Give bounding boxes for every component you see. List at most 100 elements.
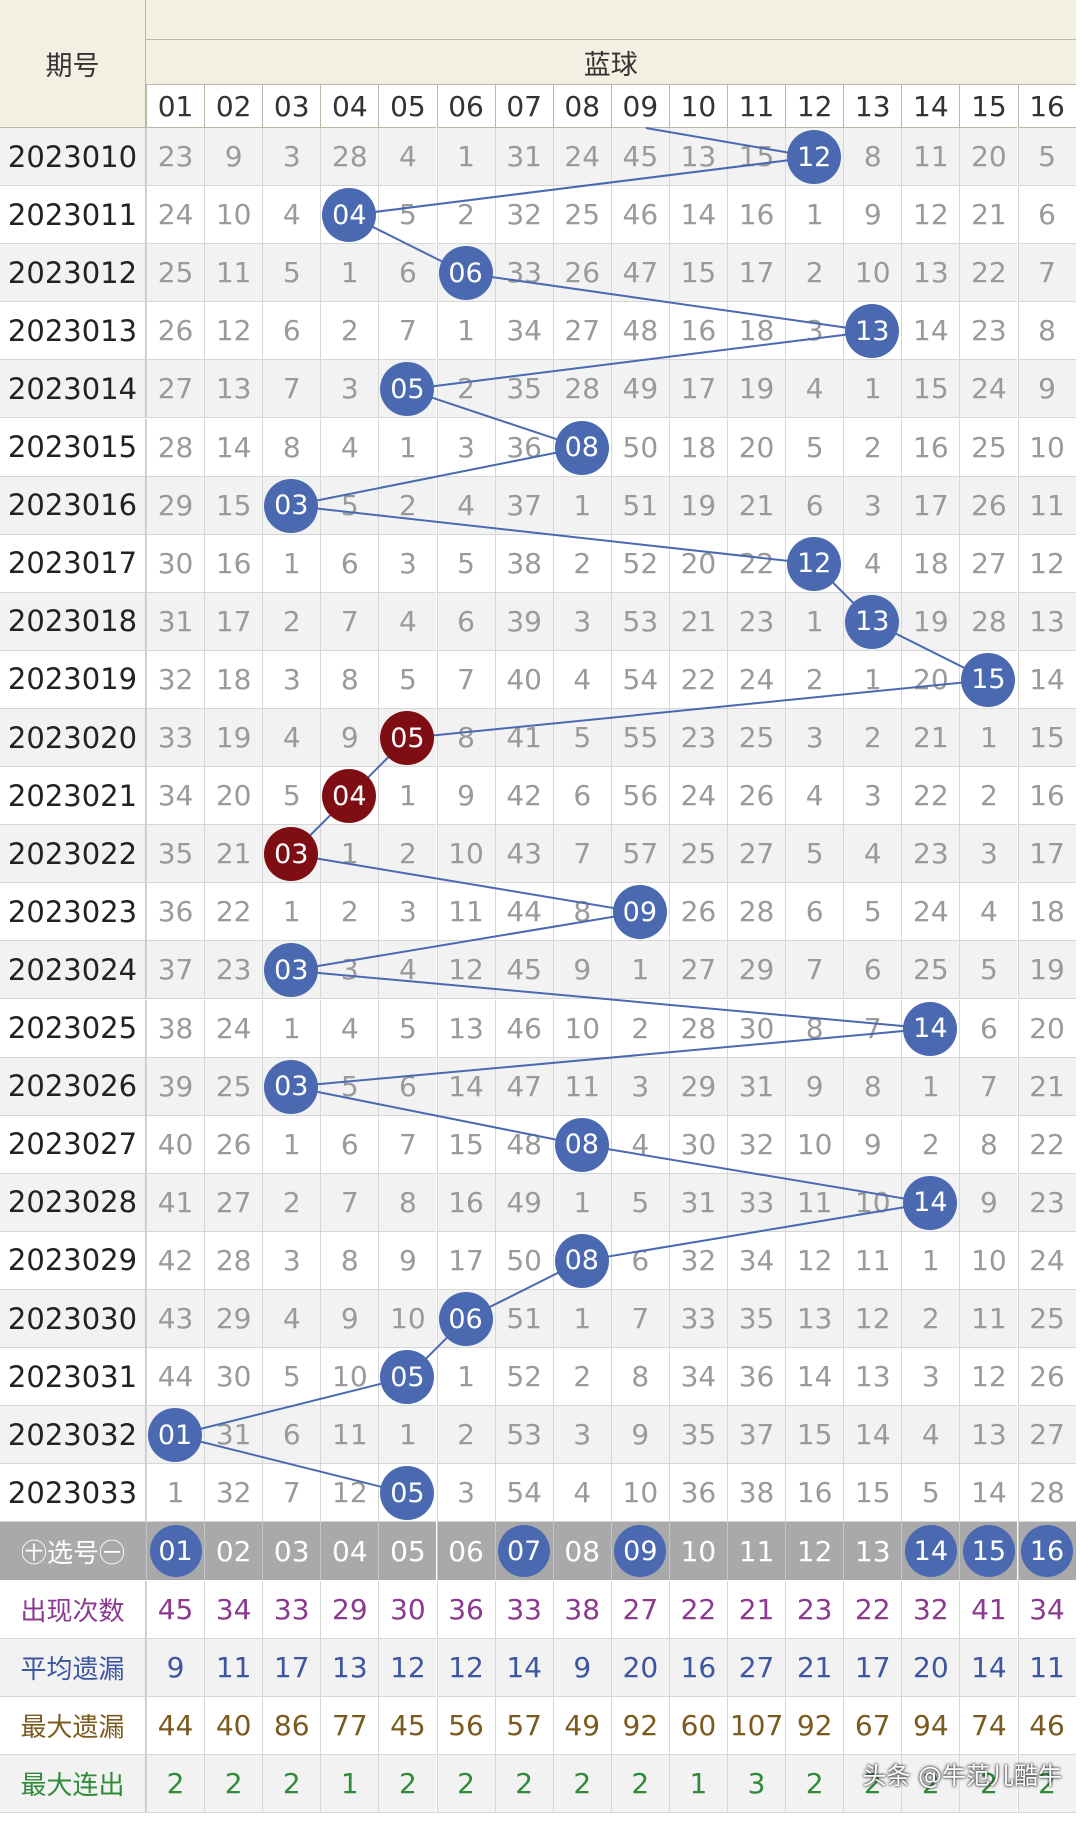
omission-cell: 25 [552, 186, 611, 245]
selector-cell[interactable]: 06 [436, 1522, 495, 1581]
selector-number[interactable]: 03 [273, 1534, 310, 1568]
omission-cell: 6 [436, 592, 495, 651]
omission-cell: 8 [262, 418, 321, 477]
selector-cell[interactable]: 10 [668, 1522, 727, 1581]
selector-cell[interactable]: 04 [320, 1522, 379, 1581]
stat-value: 21 [785, 1638, 844, 1697]
omission-cell: 3 [610, 1057, 669, 1116]
selector-cell[interactable]: 07 [494, 1522, 553, 1581]
omission-cell: 1 [552, 1173, 611, 1232]
omission-cell: 5 [262, 767, 321, 826]
omission-cell: 20 [959, 128, 1018, 187]
omission-cell: 26 [204, 1115, 263, 1174]
omission-cell: 1 [843, 360, 902, 419]
omission-cell: 46 [494, 999, 553, 1058]
omission-cell: 49 [610, 360, 669, 419]
header-top-band [146, 0, 1076, 40]
selector-cell[interactable]: 05 [378, 1522, 437, 1581]
omission-cell: 10 [785, 1115, 844, 1174]
selector-cell[interactable]: 14 [901, 1522, 960, 1581]
column-header-07: 07 [494, 85, 553, 128]
selector-cell[interactable]: 08 [552, 1522, 611, 1581]
selector-cell[interactable]: 16 [1017, 1522, 1076, 1581]
omission-cell: 3 [378, 883, 437, 942]
period-cell: 2023032 [0, 1406, 146, 1465]
omission-cell: 12 [901, 186, 960, 245]
omission-cell: 5 [785, 825, 844, 884]
selector-number[interactable]: 04 [332, 1534, 368, 1568]
selector-number[interactable]: 02 [215, 1534, 252, 1568]
period-cell: 2023033 [0, 1464, 146, 1523]
selector-cell[interactable]: 02 [204, 1522, 263, 1581]
selector-number[interactable]: 05 [390, 1534, 426, 1568]
omission-cell: 24 [204, 999, 263, 1058]
stat-value: 60 [668, 1696, 727, 1755]
selector-cell[interactable]: 01 [146, 1522, 205, 1581]
selector-number-selected[interactable]: 07 [498, 1525, 551, 1578]
stat-value: 9 [146, 1638, 205, 1697]
stat-value: 44 [146, 1696, 205, 1755]
selector-number[interactable]: 08 [564, 1534, 601, 1568]
omission-cell: 22 [959, 244, 1018, 303]
omission-cell: 57 [610, 825, 669, 884]
omission-cell: 14 [843, 1406, 902, 1465]
selector-number[interactable]: 11 [738, 1534, 775, 1568]
omission-cell: 17 [1017, 825, 1076, 884]
omission-cell: 2 [436, 186, 495, 245]
omission-cell: 26 [727, 767, 786, 826]
selector-number-selected[interactable]: 09 [614, 1525, 667, 1578]
omission-cell: 21 [668, 592, 727, 651]
omission-cell: 1 [901, 1057, 960, 1116]
selector-number[interactable]: 12 [796, 1534, 833, 1568]
omission-cell: 3 [262, 650, 321, 709]
omission-cell: 5 [610, 1173, 669, 1232]
selector-cell[interactable]: 15 [959, 1522, 1018, 1581]
selector-number-selected[interactable]: 16 [1021, 1525, 1074, 1578]
hit-ball: 14 [903, 1175, 958, 1230]
stat-value: 57 [494, 1696, 553, 1755]
omission-cell: 18 [901, 534, 960, 593]
selector-cell[interactable]: 03 [262, 1522, 321, 1581]
omission-cell: 5 [1017, 128, 1076, 187]
hit-ball: 12 [787, 536, 842, 591]
omission-cell: 29 [146, 476, 205, 535]
omission-cell: 4 [320, 418, 379, 477]
selector-cell[interactable]: 12 [785, 1522, 844, 1581]
selector-cell[interactable]: 13 [843, 1522, 902, 1581]
omission-cell: 28 [204, 1231, 263, 1290]
omission-cell: 13 [436, 999, 495, 1058]
omission-cell: 8 [436, 709, 495, 768]
selector-number-selected[interactable]: 15 [962, 1525, 1015, 1578]
omission-cell: 13 [204, 360, 263, 419]
omission-cell: 2 [610, 999, 669, 1058]
omission-cell: 1 [378, 767, 437, 826]
omission-cell: 24 [668, 767, 727, 826]
stat-value: 107 [727, 1696, 786, 1755]
omission-cell: 27 [146, 360, 205, 419]
omission-cell: 43 [146, 1290, 205, 1349]
stat-value: 2 [378, 1754, 437, 1813]
selector-cell[interactable]: 11 [727, 1522, 786, 1581]
selector-label[interactable]: ㊉选号㊀ [0, 1522, 146, 1581]
omission-cell: 13 [843, 1348, 902, 1407]
column-header-16: 16 [1017, 85, 1076, 128]
omission-cell: 41 [494, 709, 553, 768]
omission-cell: 2 [262, 592, 321, 651]
omission-cell: 10 [1017, 418, 1076, 477]
omission-cell: 5 [552, 709, 611, 768]
omission-cell: 4 [378, 592, 437, 651]
selector-number[interactable]: 13 [854, 1534, 891, 1568]
selector-number-selected[interactable]: 14 [904, 1525, 957, 1578]
omission-cell: 36 [146, 883, 205, 942]
omission-cell: 36 [727, 1348, 786, 1407]
hit-ball: 04 [322, 188, 377, 243]
omission-cell: 7 [610, 1290, 669, 1349]
stat-value: 27 [727, 1638, 786, 1697]
omission-cell: 34 [146, 767, 205, 826]
selector-number[interactable]: 06 [448, 1534, 484, 1568]
omission-cell: 20 [668, 534, 727, 593]
selector-cell[interactable]: 09 [610, 1522, 669, 1581]
selector-number[interactable]: 10 [680, 1534, 717, 1568]
selector-number-selected[interactable]: 01 [149, 1525, 202, 1578]
